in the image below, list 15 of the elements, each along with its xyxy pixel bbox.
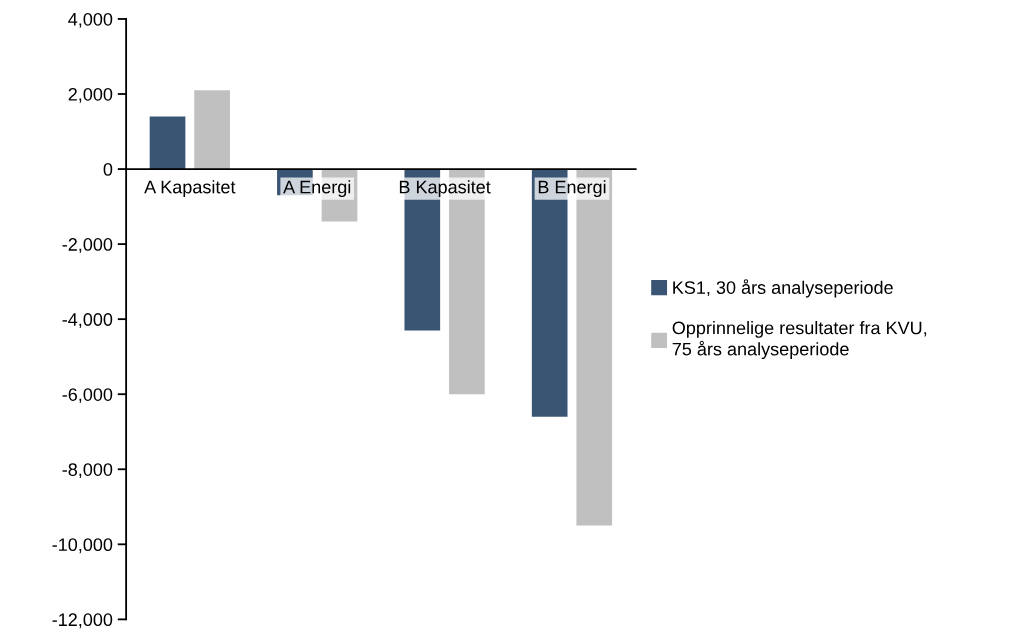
y-tick-label: -12,000 (52, 613, 113, 629)
y-tick-label: 4,000 (68, 12, 113, 28)
x-tick-label: B Kapasitet (399, 180, 491, 197)
y-tick-label: -8,000 (62, 463, 113, 479)
x-tick-label: A Kapasitet (144, 180, 236, 197)
x-tick-label: B Energi (538, 180, 606, 197)
y-tick-label: 0 (103, 162, 113, 176)
y-tick-label: -10,000 (52, 538, 113, 554)
legend-label: Opprinnelige resultater fra KVU, 75 års analyseperiode (672, 321, 927, 360)
y-tick-label: -6,000 (62, 388, 113, 404)
y-tick-label: -4,000 (62, 313, 113, 329)
legend-label: KS1, 30 års analyseperiode (673, 279, 893, 298)
y-tick-label: -2,000 (62, 238, 113, 253)
x-tick-label: A Energi (283, 180, 351, 197)
y-tick-label: 2,000 (68, 87, 113, 103)
